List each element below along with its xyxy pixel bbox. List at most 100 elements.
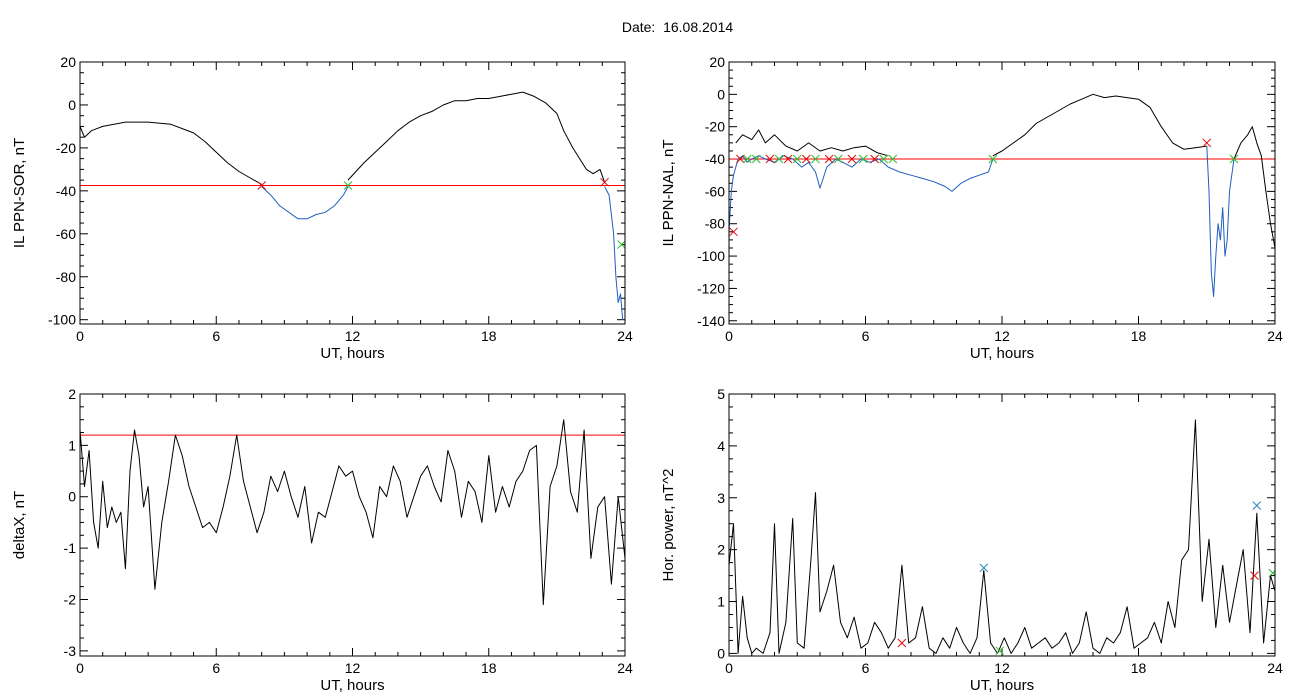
panel-1-ytick-label: -20 [56, 140, 76, 156]
panel-2-marker-16 [879, 154, 889, 164]
panel-1-ytick-label: -40 [56, 183, 76, 199]
panel-2-marker-stroke [729, 227, 738, 237]
panel-4-xtick-label: 0 [725, 660, 733, 676]
panel-2-marker-1 [729, 227, 738, 237]
panel-2-x-axis-label: UT, hours [970, 345, 1034, 362]
panel-2-marker-stroke [833, 154, 843, 164]
panel-3-ytick-label: 1 [68, 437, 76, 453]
panel-2-series-5 [1233, 126, 1275, 249]
panel-1-ytick-label: -80 [56, 269, 76, 285]
panel-2-marker-5 [765, 154, 775, 164]
panel-2: 0 6 12 18 24 20 0 -20 -40 -60 -80 -100 -120 -140 UT, h… [660, 54, 1283, 362]
panel-2-marker-stroke [801, 154, 811, 164]
panel-1-marker-stroke [600, 177, 609, 187]
panel-3-y-axis-label: deltaX, nT [11, 491, 28, 559]
panel-1-series-2 [261, 186, 349, 220]
panel-4-ytick-label: 3 [717, 490, 725, 506]
panel-4-marker-3 [995, 646, 1005, 656]
panel-2-series-1 [729, 155, 994, 232]
panel-3-xtick-label: 24 [617, 660, 633, 676]
panel-2-marker-7 [783, 154, 793, 164]
panel-2-marker-stroke [742, 154, 752, 164]
panel-4-marker-stroke [979, 563, 989, 573]
panel-2-plot-area [729, 93, 1275, 297]
panel-3-x-axis-label: UT, hours [320, 677, 384, 694]
panel-2-ytick-label: 20 [709, 54, 725, 70]
panel-4-xtick-label: 18 [1131, 660, 1147, 676]
panel-2-xtick-label: 12 [994, 328, 1010, 344]
panel-4-marker-2 [979, 563, 989, 573]
panel-2-xtick-label: 6 [862, 328, 870, 344]
panel-1-marker-1 [257, 181, 267, 190]
panel-1: 0 6 12 18 24 20 0 -20 -40 -60 -80 -100 UT, hours IL P… [11, 54, 633, 362]
panel-2-marker-stroke [736, 154, 745, 164]
panel-4-plot-area [729, 419, 1275, 656]
panel-2-ytick-label: 0 [717, 86, 725, 102]
panel-4-marker-stroke [1250, 571, 1259, 580]
panel-1-plot-area [80, 91, 625, 320]
panel-4-y-axis-label: Hor. power, nT^2 [660, 469, 677, 582]
panel-2-series-4 [1206, 146, 1235, 297]
panel-2-marker-stroke [1202, 138, 1212, 148]
panel-2-y-axis-label: IL PPN-NAL, nT [660, 140, 677, 247]
panel-1-frame [79, 61, 626, 325]
panel-2-marker-stroke [1229, 154, 1239, 164]
panel-2-ytick-label: -120 [697, 280, 725, 296]
panel-1-series-1 [80, 121, 262, 185]
panel-1-marker-4 [617, 240, 625, 249]
panel-3-ytick-label: -1 [64, 540, 77, 556]
panel-1-y-axis-label: IL PPN-SOR, nT [11, 138, 28, 248]
panel-1-ytick-label: -100 [48, 312, 76, 328]
panel-2-xtick-label: 18 [1131, 328, 1147, 344]
panel-2-marker-stroke [751, 154, 761, 164]
panel-1-ytick-label: 0 [68, 97, 76, 113]
panel-1-marker-2 [343, 181, 353, 190]
panel-2-marker-17 [888, 154, 898, 164]
panel-3-ytick-label: 2 [68, 386, 76, 402]
panel-2-marker-10 [811, 154, 820, 164]
panel-1-xtick-label: 12 [345, 328, 361, 344]
panel-2-series-2 [735, 129, 889, 157]
panel-1-marker-3 [600, 177, 609, 187]
panel-3: 0 6 12 18 24 2 1 0 -1 -2 -3 UT, hours deltaX, nT [11, 386, 633, 694]
panel-2-marker-9 [801, 154, 811, 164]
panel-1-xtick-label: 18 [481, 328, 497, 344]
panel-1-series-4 [604, 186, 624, 320]
panel-2-marker-stroke [888, 154, 898, 164]
panel-2-marker-stroke [824, 154, 834, 164]
panel-4-ytick-label: 0 [717, 645, 725, 661]
panel-4-marker-1 [897, 638, 907, 648]
panel-1-xtick-label: 6 [212, 328, 220, 344]
panel-2-xtick-label: 24 [1267, 328, 1283, 344]
panel-2-marker-6 [774, 154, 784, 164]
panel-2-marker-13 [847, 154, 857, 164]
panel-1-series-3 [347, 91, 606, 183]
panel-3-series-1 [80, 419, 625, 606]
panel-2-marker-4 [751, 154, 761, 164]
panel-2-marker-2 [736, 154, 745, 164]
panel-3-xtick-label: 12 [345, 660, 361, 676]
panel-4-ytick-label: 4 [717, 438, 725, 454]
panel-2-xtick-label: 0 [725, 328, 733, 344]
panel-2-ytick-label: -60 [705, 183, 725, 199]
panel-4: 0 6 12 18 24 5 4 3 2 1 0 UT, hours Hor. power, nT^2 [660, 386, 1283, 694]
panel-4-ytick-label: 2 [717, 542, 725, 558]
panel-2-marker-stroke [988, 154, 998, 164]
panel-4-marker-6 [1268, 568, 1275, 578]
panel-2-marker-stroke [792, 154, 802, 164]
panel-3-plot-area [80, 419, 625, 606]
panel-1-xtick-label: 24 [617, 328, 633, 344]
panel-3-frame [79, 393, 626, 657]
panel-4-marker-stroke [1252, 501, 1262, 510]
panel-4-ytick-label: 1 [717, 594, 725, 610]
panel-1-ytick-label: 20 [60, 54, 76, 70]
panel-1-x-axis-label: UT, hours [320, 345, 384, 362]
panel-2-marker-11 [824, 154, 834, 164]
panel-3-ytick-label: -2 [64, 591, 77, 607]
panel-1-marker-stroke [617, 240, 625, 249]
panel-4-xtick-label: 6 [862, 660, 870, 676]
panel-2-ytick-label: -40 [705, 151, 725, 167]
panel-2-ytick-label: -140 [697, 313, 725, 329]
panel-4-x-axis-label: UT, hours [970, 677, 1034, 694]
